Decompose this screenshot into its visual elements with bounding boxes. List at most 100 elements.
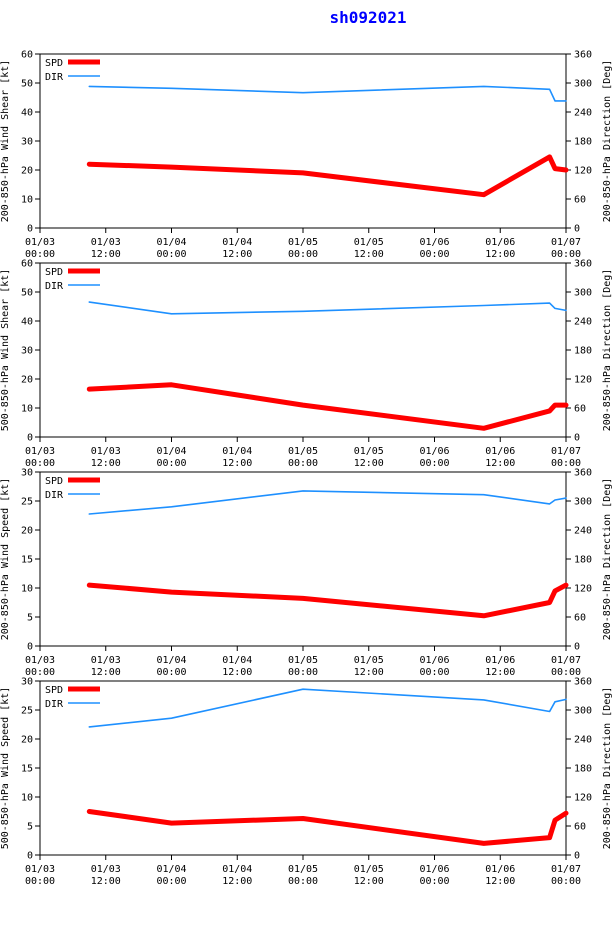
x-tick-label-date: 01/05 (288, 237, 318, 248)
y-tick-label: 40 (21, 108, 33, 119)
dir-series-line (88, 688, 567, 728)
y2-tick-label: 180 (574, 764, 592, 775)
x-tick-label-time: 00:00 (551, 667, 581, 678)
x-tick-label-time: 12:00 (91, 249, 121, 260)
x-tick-label-time: 00:00 (419, 458, 449, 469)
y2-tick-label: 60 (574, 822, 586, 833)
y-axis-label: 200-850-hPa Wind Speed [kt] (0, 478, 11, 641)
y2-tick-label: 0 (574, 224, 580, 235)
x-tick-label-date: 01/03 (25, 864, 55, 875)
x-tick-label-date: 01/03 (25, 655, 55, 666)
y-tick-label: 5 (27, 822, 33, 833)
y2-tick-label: 300 (574, 497, 592, 508)
y-tick-label: 20 (21, 526, 33, 537)
x-tick-label-date: 01/04 (156, 864, 186, 875)
x-tick-label-time: 00:00 (288, 249, 318, 260)
y-tick-label: 10 (21, 793, 33, 804)
y-tick-label: 5 (27, 613, 33, 624)
x-tick-label-date: 01/04 (156, 655, 186, 666)
y-tick-label: 30 (21, 137, 33, 148)
y2-tick-label: 360 (574, 468, 592, 479)
x-tick-label-date: 01/05 (354, 237, 384, 248)
plot-frame (39, 680, 567, 856)
legend-spd-label: SPD (45, 476, 63, 487)
y-tick-label: 10 (21, 584, 33, 595)
x-tick-label-date: 01/07 (551, 864, 581, 875)
y2-tick-label: 0 (574, 433, 580, 444)
y2-tick-label: 360 (574, 50, 592, 61)
chart-title: sh092021 (329, 8, 407, 27)
x-tick-label-date: 01/06 (485, 237, 515, 248)
x-tick-label-date: 01/06 (419, 655, 449, 666)
x-tick-label-time: 12:00 (485, 458, 515, 469)
x-tick-label-time: 12:00 (91, 667, 121, 678)
y2-tick-label: 240 (574, 526, 592, 537)
y2-axis-label: 200-850-hPa Direction [Deg] (602, 269, 613, 432)
y2-tick-label: 360 (574, 259, 592, 270)
x-tick-label-time: 00:00 (419, 876, 449, 887)
x-tick-label-time: 12:00 (222, 249, 252, 260)
x-tick-label-time: 12:00 (354, 876, 384, 887)
y2-tick-label: 240 (574, 735, 592, 746)
y-tick-label: 40 (21, 317, 33, 328)
x-tick-label-time: 00:00 (288, 667, 318, 678)
y-tick-label: 30 (21, 346, 33, 357)
chart-panel-4: 05101520253006012018024030036001/0300:00… (0, 677, 613, 888)
x-tick-label-date: 01/06 (485, 446, 515, 457)
y-tick-label: 15 (21, 555, 33, 566)
y2-tick-label: 180 (574, 555, 592, 566)
y-tick-label: 30 (21, 468, 33, 479)
x-tick-label-time: 00:00 (156, 667, 186, 678)
x-tick-label-date: 01/06 (419, 446, 449, 457)
x-tick-label-time: 12:00 (354, 667, 384, 678)
y2-tick-label: 300 (574, 288, 592, 299)
x-tick-label-time: 00:00 (25, 249, 55, 260)
x-tick-label-time: 00:00 (551, 458, 581, 469)
y-tick-label: 20 (21, 375, 33, 386)
y-tick-label: 50 (21, 79, 33, 90)
x-tick-label-date: 01/04 (222, 655, 252, 666)
y2-tick-label: 120 (574, 375, 592, 386)
x-tick-label-time: 00:00 (156, 249, 186, 260)
y-tick-label: 25 (21, 497, 33, 508)
x-tick-label-date: 01/04 (156, 446, 186, 457)
y2-tick-label: 120 (574, 166, 592, 177)
y-tick-label: 10 (21, 404, 33, 415)
y-tick-label: 15 (21, 764, 33, 775)
y-tick-label: 50 (21, 288, 33, 299)
x-tick-label-date: 01/07 (551, 655, 581, 666)
x-tick-label-time: 12:00 (485, 249, 515, 260)
chart-panel-2: 010203040506006012018024030036001/0300:0… (0, 259, 613, 470)
y2-tick-label: 180 (574, 137, 592, 148)
y-tick-label: 0 (27, 642, 33, 653)
x-tick-label-time: 12:00 (91, 876, 121, 887)
chart-panel-3: 05101520253006012018024030036001/0300:00… (0, 468, 613, 679)
x-tick-label-date: 01/06 (485, 864, 515, 875)
x-tick-label-date: 01/04 (222, 446, 252, 457)
y2-axis-label: 200-850-hPa Direction [Deg] (602, 687, 613, 850)
y-tick-label: 60 (21, 50, 33, 61)
x-tick-label-time: 12:00 (485, 876, 515, 887)
y2-tick-label: 120 (574, 584, 592, 595)
x-tick-label-time: 00:00 (288, 458, 318, 469)
x-tick-label-date: 01/04 (222, 864, 252, 875)
y-tick-label: 0 (27, 851, 33, 862)
y2-tick-label: 240 (574, 108, 592, 119)
legend-dir-label: DIR (45, 72, 64, 83)
x-tick-label-date: 01/05 (288, 655, 318, 666)
dir-series-line (88, 301, 567, 315)
x-tick-label-time: 12:00 (222, 667, 252, 678)
dir-series-line (88, 85, 567, 102)
x-tick-label-date: 01/05 (354, 864, 384, 875)
x-tick-label-date: 01/03 (91, 446, 121, 457)
x-tick-label-date: 01/03 (91, 655, 121, 666)
x-tick-label-date: 01/03 (91, 237, 121, 248)
spd-series-line (86, 154, 569, 198)
y2-tick-label: 240 (574, 317, 592, 328)
y2-axis-label: 200-850-hPa Direction [Deg] (602, 478, 613, 641)
x-tick-label-time: 00:00 (551, 249, 581, 260)
x-tick-label-date: 01/03 (25, 446, 55, 457)
y2-tick-label: 60 (574, 195, 586, 206)
x-tick-label-date: 01/05 (354, 655, 384, 666)
legend-spd-label: SPD (45, 58, 63, 69)
